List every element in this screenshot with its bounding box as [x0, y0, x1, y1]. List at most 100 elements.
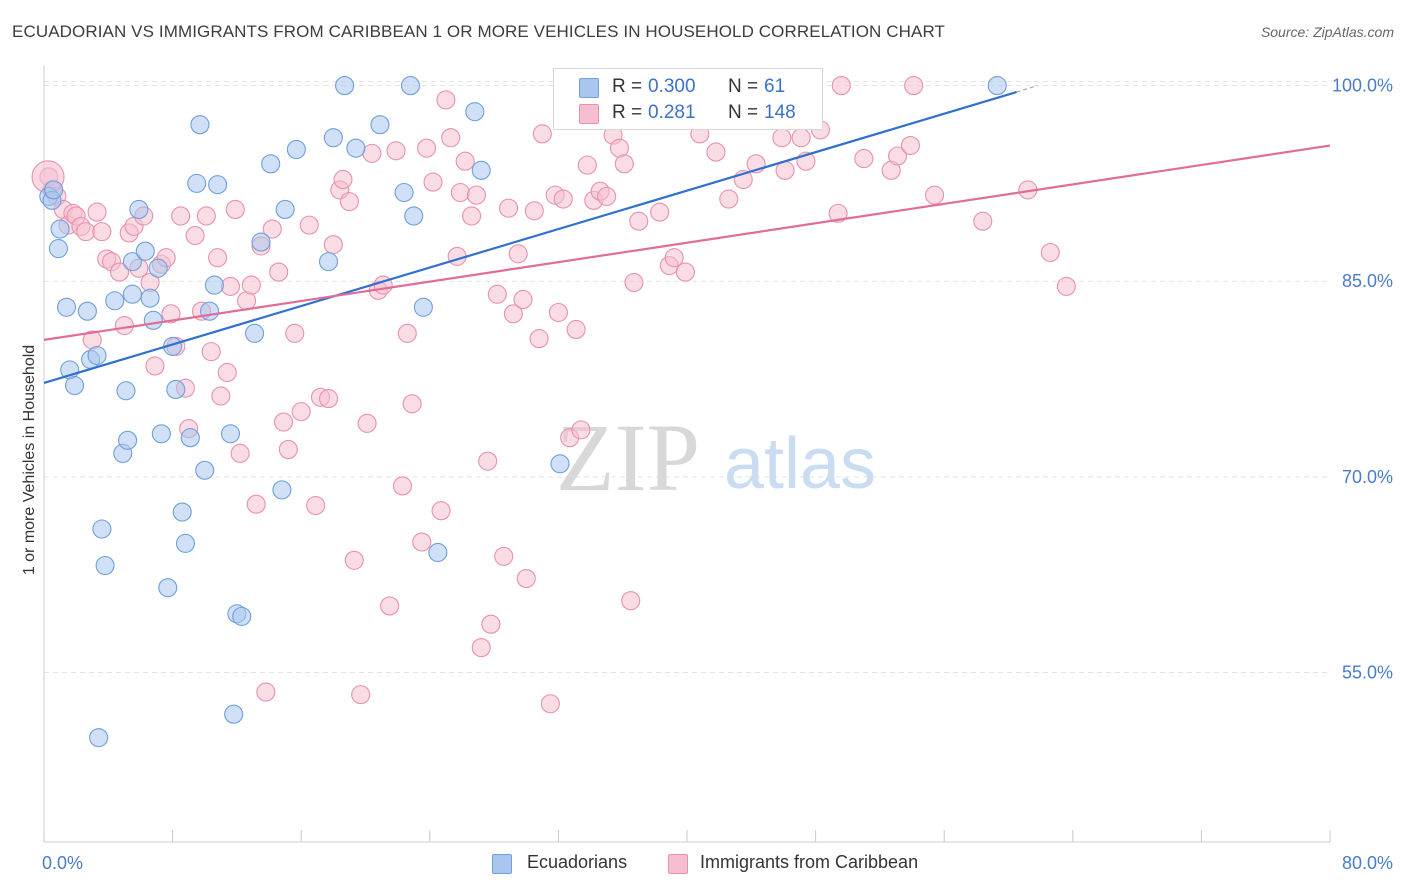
data-point	[854, 149, 874, 169]
data-point	[344, 550, 364, 570]
data-point	[118, 430, 138, 450]
trend-lines	[43, 84, 1331, 384]
data-point	[187, 173, 207, 193]
data-point	[318, 389, 339, 409]
data-point	[166, 379, 186, 399]
series-immigrants-from-caribbean	[31, 76, 1076, 714]
data-point	[614, 154, 634, 174]
data-point	[291, 402, 311, 422]
data-point	[158, 578, 178, 598]
data-point	[161, 304, 181, 324]
data-point	[241, 275, 261, 295]
data-point	[278, 439, 298, 459]
data-point	[64, 375, 85, 396]
data-point	[380, 596, 400, 616]
data-point	[217, 362, 237, 383]
gridlines	[44, 81, 1332, 673]
data-point	[105, 291, 125, 311]
data-point	[140, 288, 160, 308]
data-point	[273, 412, 294, 432]
data-point	[286, 139, 306, 160]
y-tick-label: 100.0%	[1332, 76, 1393, 96]
data-point	[208, 175, 228, 195]
legend-swatch-pink	[579, 104, 599, 124]
data-point	[441, 128, 461, 148]
data-point	[532, 124, 552, 144]
data-point	[148, 258, 168, 278]
chart-title: ECUADORIAN VS IMMIGRANTS FROM CARIBBEAN …	[12, 22, 946, 41]
data-point	[50, 219, 70, 239]
data-point	[513, 289, 533, 310]
y-tick-label: 85.0%	[1342, 271, 1393, 291]
data-point	[195, 460, 215, 480]
data-point	[621, 591, 641, 611]
data-point	[143, 310, 163, 330]
data-point	[436, 90, 456, 110]
data-point	[318, 252, 339, 272]
legend-row-ecuadorians: R = 0.300 N = 61	[554, 74, 822, 100]
data-point	[232, 606, 252, 626]
data-point	[597, 186, 617, 206]
data-point	[973, 211, 993, 231]
data-point	[362, 143, 382, 163]
data-point	[925, 185, 945, 205]
data-point	[92, 222, 112, 242]
data-point	[904, 76, 924, 96]
data-point	[262, 219, 282, 239]
data-point	[571, 420, 591, 440]
data-point	[540, 694, 560, 714]
data-point	[220, 424, 241, 444]
data-point	[245, 323, 265, 343]
data-point	[466, 185, 486, 205]
data-point	[110, 262, 130, 282]
legend-r-value: 0.300	[648, 76, 696, 97]
data-point	[87, 202, 107, 222]
data-point	[516, 569, 536, 589]
data-point	[77, 301, 97, 321]
data-point	[48, 239, 69, 259]
data-point	[900, 136, 920, 156]
data-point	[76, 222, 96, 242]
legend-label-ecuadorians: Ecuadorians	[527, 852, 628, 872]
data-point	[566, 319, 586, 339]
y-tick-label: 70.0%	[1342, 467, 1393, 487]
data-point	[888, 146, 908, 166]
legend-n-label: N =	[728, 76, 759, 97]
data-point	[269, 262, 289, 282]
data-point	[450, 182, 470, 203]
trend-line-ecuadorians-extension	[1016, 84, 1038, 93]
data-point	[706, 142, 726, 162]
data-point	[478, 451, 498, 471]
data-point	[1040, 242, 1060, 263]
data-point	[172, 502, 192, 522]
data-point	[1056, 276, 1076, 296]
data-point	[335, 76, 355, 96]
data-point	[719, 189, 739, 209]
legend-swatch-blue	[492, 854, 512, 874]
data-point	[190, 115, 210, 135]
data-point	[529, 329, 549, 349]
data-point	[462, 206, 482, 226]
data-point	[339, 192, 359, 212]
data-point	[428, 542, 448, 563]
data-point	[548, 302, 568, 323]
legend-r-label: R =	[612, 102, 643, 123]
tick-labels: 100.0% 85.0% 70.0% 55.0% 0.0% 80.0%	[42, 76, 1393, 873]
legend-n-value: 148	[764, 102, 796, 123]
data-point	[791, 128, 811, 148]
data-point	[471, 160, 491, 180]
data-point	[370, 115, 390, 135]
data-point	[122, 284, 142, 304]
data-point	[256, 682, 276, 702]
data-point	[624, 272, 644, 293]
data-point	[412, 532, 432, 552]
data-point	[423, 172, 443, 192]
data-point	[417, 138, 437, 158]
legend-swatch-pink	[668, 854, 688, 874]
y-tick-label: 55.0%	[1342, 662, 1393, 682]
data-point	[44, 180, 64, 200]
data-point	[122, 252, 142, 272]
data-point	[135, 241, 155, 261]
data-point	[664, 248, 684, 268]
